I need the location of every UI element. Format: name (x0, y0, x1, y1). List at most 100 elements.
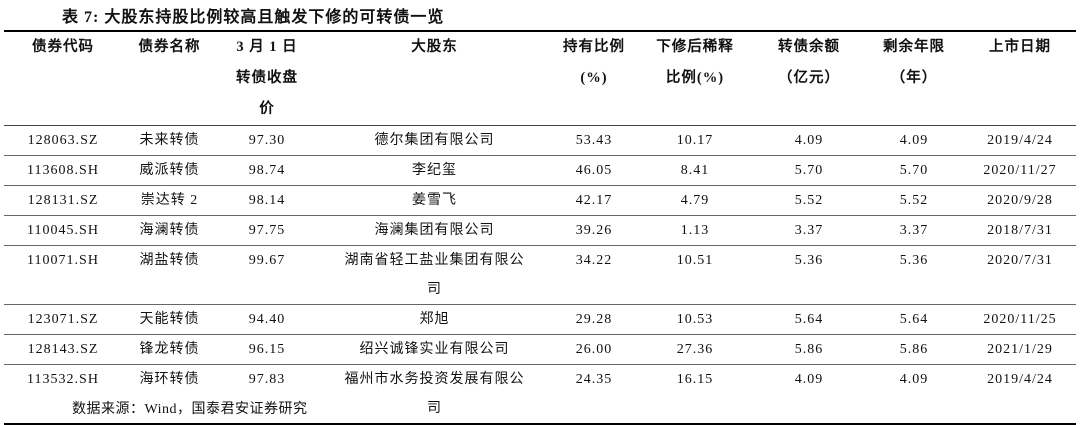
data-table: 债券代码 债券名称 3 月 1 日转债收盘价 大股东 持有比例(%) 下修后稀释比例(%)… (4, 30, 1076, 425)
cell-text: 5.52 (794, 193, 824, 208)
cell-text: 10.51 (676, 253, 714, 268)
cell-text: 96.15 (248, 342, 286, 357)
table-cell: 110071.SH (4, 245, 122, 305)
table-cell: 113608.SH (4, 155, 122, 186)
cell-text: 26.00 (575, 342, 613, 357)
cell-text: 海环转债 (139, 372, 200, 387)
table-cell: 德尔集团有限公司 (317, 125, 552, 156)
cell-text: 34.22 (575, 253, 613, 268)
table-cell: 湖南省轻工盐业集团有限公司 (317, 245, 552, 305)
table-cell: 5.64 (754, 304, 864, 335)
table-body: 128063.SZ 未来转债 97.30 德尔集团有限公司 53.43 10.17 4.09… (4, 125, 1076, 425)
table-cell: 5.36 (864, 245, 964, 305)
cell-text: 海澜转债 (139, 223, 200, 238)
table-cell: 4.09 (754, 364, 864, 425)
header-cell: 债券名称 (122, 30, 217, 126)
table-cell: 福州市水务投资发展有限公司 (317, 364, 552, 425)
table-cell: 天能转债 (122, 304, 217, 335)
table-cell: 2020/11/27 (964, 155, 1076, 186)
table-cell: 29.28 (552, 304, 636, 335)
table-cell: 8.41 (636, 155, 754, 186)
table-cell: 3.37 (754, 215, 864, 246)
header-cell: 转债余额（亿元） (754, 30, 864, 126)
table-cell: 海澜集团有限公司 (317, 215, 552, 246)
cell-text: 湖南省轻工盐业集团有限公司 (344, 253, 525, 297)
cell-text: 锋龙转债 (139, 342, 200, 357)
cell-text: 94.40 (248, 312, 286, 327)
table-cell: 2021/1/29 (964, 334, 1076, 365)
cell-text: 2020/11/27 (983, 163, 1057, 178)
cell-text: 2018/7/31 (987, 223, 1053, 238)
table-cell: 4.09 (754, 125, 864, 156)
table-cell: 128131.SZ (4, 185, 122, 216)
table-cell: 26.00 (552, 334, 636, 365)
table-cell: 湖盐转债 (122, 245, 217, 305)
table-cell: 110045.SH (4, 215, 122, 246)
cell-text: 24.35 (575, 372, 613, 387)
header-cell: 下修后稀释比例(%) (636, 30, 754, 126)
source-note: 数据来源：Wind，国泰君安证券研究 (72, 402, 308, 417)
table-cell: 10.17 (636, 125, 754, 156)
table-cell: 10.51 (636, 245, 754, 305)
table-row: 128063.SZ 未来转债 97.30 德尔集团有限公司 53.43 10.17 4.09… (4, 125, 1076, 156)
table-cell: 郑旭 (317, 304, 552, 335)
cell-text: 110071.SH (27, 253, 99, 268)
cell-text: 未来转债 (139, 133, 200, 148)
table-cell: 李纪玺 (317, 155, 552, 186)
cell-text: 湖盐转债 (139, 253, 200, 268)
cell-text: 5.86 (794, 342, 824, 357)
header-cell: 上市日期 (964, 30, 1076, 126)
table-cell: 威派转债 (122, 155, 217, 186)
table-cell: 53.43 (552, 125, 636, 156)
cell-text: 5.70 (899, 163, 929, 178)
header-text: 3 月 1 日转债收盘价 (236, 39, 298, 117)
table-title: 表 7: 大股东持股比例较高且触发下修的可转债一览 (62, 9, 445, 26)
table-cell: 34.22 (552, 245, 636, 305)
cell-text: 5.70 (794, 163, 824, 178)
table-cell: 16.15 (636, 364, 754, 425)
table-cell: 5.86 (864, 334, 964, 365)
cell-text: 5.52 (899, 193, 929, 208)
cell-text: 3.37 (794, 223, 824, 238)
table-row: 128143.SZ 锋龙转债 96.15 绍兴诚锋实业有限公司 26.00 27.36 5.… (4, 334, 1076, 365)
cell-text: 110045.SH (27, 223, 99, 238)
table-cell: 42.17 (552, 185, 636, 216)
cell-text: 53.43 (575, 133, 613, 148)
cell-text: 郑旭 (419, 312, 450, 327)
cell-text: 2021/1/29 (987, 342, 1053, 357)
cell-text: 5.36 (899, 253, 929, 268)
table-cell: 128143.SZ (4, 334, 122, 365)
cell-text: 福州市水务投资发展有限公司 (344, 372, 525, 416)
table-cell: 2019/4/24 (964, 364, 1076, 425)
header-text: 转债余额（亿元） (778, 39, 840, 86)
cell-text: 天能转债 (139, 312, 200, 327)
table-cell: 10.53 (636, 304, 754, 335)
cell-text: 46.05 (575, 163, 613, 178)
cell-text: 5.86 (899, 342, 929, 357)
cell-text: 崇达转 2 (140, 193, 199, 208)
cell-text: 4.09 (899, 372, 929, 387)
table-row: 123071.SZ 天能转债 94.40 郑旭 29.28 10.53 5.64 5.64 20… (4, 304, 1076, 335)
cell-text: 4.09 (794, 372, 824, 387)
table-cell: 5.36 (754, 245, 864, 305)
table-cell: 39.26 (552, 215, 636, 246)
table-cell: 46.05 (552, 155, 636, 186)
table-cell: 24.35 (552, 364, 636, 425)
cell-text: 97.30 (248, 133, 286, 148)
table-cell: 姜雪飞 (317, 185, 552, 216)
table-cell: 5.70 (754, 155, 864, 186)
header-text: 上市日期 (989, 39, 1051, 55)
header-cell: 持有比例(%) (552, 30, 636, 126)
cell-text: 16.15 (676, 372, 714, 387)
table-cell: 98.14 (217, 185, 317, 216)
table-row: 113532.SH 海环转债 97.83 福州市水务投资发展有限公司 24.35 16.1… (4, 364, 1076, 425)
header-text: 剩余年限（年） (883, 39, 945, 86)
table-cell: 2020/11/25 (964, 304, 1076, 335)
cell-text: 39.26 (575, 223, 613, 238)
table-cell: 2020/7/31 (964, 245, 1076, 305)
cell-text: 德尔集团有限公司 (374, 133, 495, 148)
table-cell: 5.70 (864, 155, 964, 186)
table-cell: 94.40 (217, 304, 317, 335)
cell-text: 10.17 (676, 133, 714, 148)
cell-text: 5.64 (794, 312, 824, 327)
